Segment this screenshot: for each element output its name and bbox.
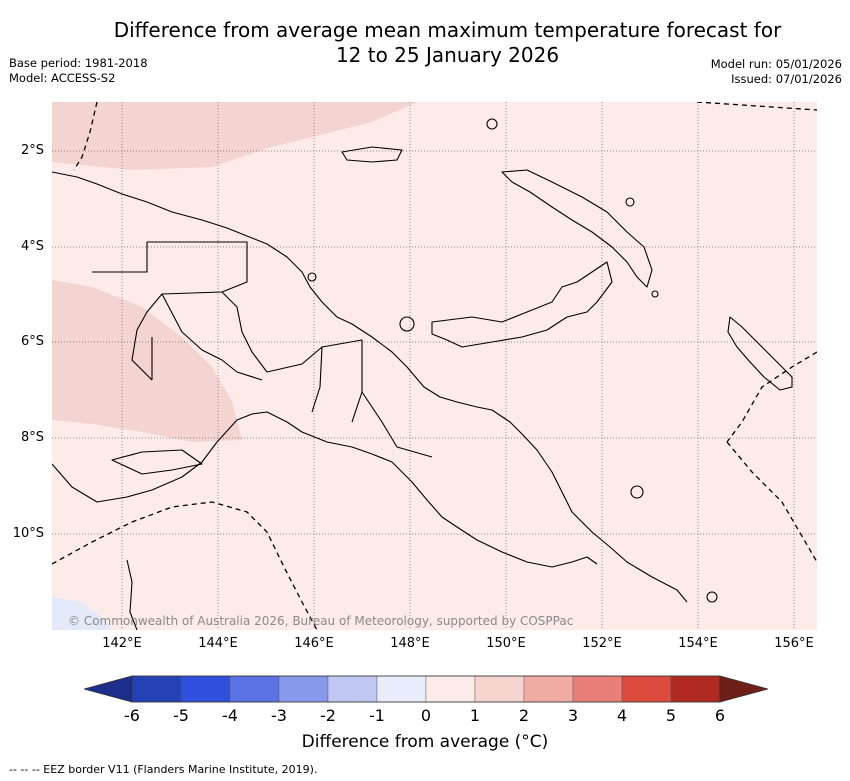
colorbar-tick-label: 5: [665, 706, 677, 725]
colorbar-frame: [131, 675, 721, 703]
lon-label-142e: 142°E: [102, 636, 142, 651]
colorbar-tick-label: 0: [420, 706, 432, 725]
meta-right: Model run: 05/01/2026 Issued: 07/01/2026: [711, 57, 842, 87]
lon-label-146e: 146°E: [294, 636, 334, 651]
lat-label-4s: 4°S: [20, 239, 44, 254]
lon-label-152e: 152°E: [582, 636, 622, 651]
colorbar-tick-label: -2: [320, 706, 336, 725]
lon-label-148e: 148°E: [390, 636, 430, 651]
map-canvas: [52, 102, 817, 630]
title-line-1: Difference from average mean maximum tem…: [113, 18, 782, 42]
issued-date: Issued: 07/01/2026: [731, 72, 842, 86]
anomaly-patch-north: [52, 102, 417, 170]
colorbar-segment: [376, 675, 427, 703]
lat-label-8s: 8°S: [20, 430, 44, 445]
lon-label-154e: 154°E: [678, 636, 718, 651]
eez-footnote: -- -- -- EEZ border V11 (Flanders Marine…: [9, 763, 318, 776]
eez-borders: [52, 102, 817, 630]
colorbar-label: Difference from average (°C): [301, 732, 549, 752]
cool-patch-australia: [52, 597, 112, 630]
colorbar-tick-label: 3: [567, 706, 579, 725]
title-line-2: 12 to 25 January 2026: [335, 43, 560, 67]
colorbar-tick-label: -6: [124, 706, 140, 725]
colorbar-segment: [278, 675, 329, 703]
lat-label-10s: 10°S: [12, 526, 44, 541]
colorbar-segment: [621, 675, 672, 703]
colorbar-tick-label: -1: [369, 706, 385, 725]
colorbar-segment: [229, 675, 280, 703]
lat-label-2s: 2°S: [20, 143, 44, 158]
colorbar-segment: [523, 675, 574, 703]
colorbar-extend-low: [84, 675, 133, 703]
colorbar-segment: [572, 675, 623, 703]
colorbar-tick-label: 4: [616, 706, 628, 725]
lon-label-150e: 150°E: [486, 636, 526, 651]
graticule: [52, 102, 817, 630]
colorbar-tick-label: 6: [714, 706, 726, 725]
model-name: Model: ACCESS-S2: [9, 71, 116, 85]
anomaly-patch-west: [52, 280, 242, 442]
colorbar-segment: [474, 675, 525, 703]
copyright-notice: © Commonwealth of Australia 2026, Bureau…: [68, 614, 574, 628]
lat-label-6s: 6°S: [20, 334, 44, 349]
base-period: Base period: 1981-2018: [9, 56, 148, 70]
colorbar-tick-label: -4: [222, 706, 238, 725]
colorbar-segment: [327, 675, 378, 703]
coastlines: [52, 118, 793, 630]
colorbar-tick-label: -5: [173, 706, 189, 725]
colorbar-segment: [131, 675, 182, 703]
colorbar-segment: [670, 675, 721, 703]
colorbar-tick-label: 1: [469, 706, 481, 725]
colorbar-extend-high: [719, 675, 768, 703]
lon-label-144e: 144°E: [198, 636, 238, 651]
model-run: Model run: 05/01/2026: [710, 57, 842, 71]
map-title: Difference from average mean maximum tem…: [0, 18, 850, 68]
colorbar-tick-label: -3: [271, 706, 287, 725]
colorbar-tick-label: 2: [518, 706, 530, 725]
colorbar-segment: [425, 675, 476, 703]
meta-left: Base period: 1981-2018 Model: ACCESS-S2: [9, 56, 148, 86]
lon-label-156e: 156°E: [774, 636, 814, 651]
colorbar-segment: [180, 675, 231, 703]
map-panel: [52, 102, 817, 630]
colorbar: [84, 675, 768, 703]
